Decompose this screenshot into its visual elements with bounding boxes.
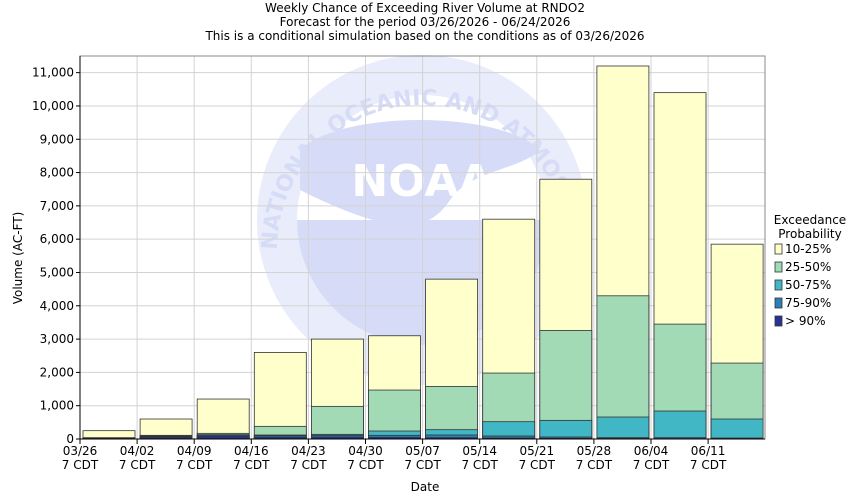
x-tick-label: 04/16	[234, 444, 269, 458]
bar-50-75-	[539, 419, 593, 440]
x-axis-label: Date	[411, 480, 440, 494]
y-tick-label: 3,000	[40, 332, 74, 346]
x-tick-sublabel: 7 CDT	[404, 458, 441, 472]
x-tick-sublabel: 7 CDT	[62, 458, 99, 472]
x-tick-label: 06/11	[691, 444, 726, 458]
y-tick-label: 10,000	[32, 99, 74, 113]
y-tick-label: 0	[66, 432, 74, 446]
legend-title-line-1: Exceedance	[774, 213, 846, 227]
x-tick-sublabel: 7 CDT	[633, 458, 670, 472]
y-tick-label: 8,000	[40, 166, 74, 180]
legend-label: > 90%	[785, 314, 826, 328]
legend-title-line-2: Probability	[778, 227, 841, 241]
bar-50-75-	[653, 410, 707, 440]
x-tick-label: 03/26	[63, 444, 98, 458]
y-axis-label: Volume (AC-FT)	[11, 212, 25, 305]
y-tick-label: 1,000	[40, 399, 74, 413]
y-tick-label: 2,000	[40, 365, 74, 379]
legend-swatch	[774, 297, 783, 309]
y-tick-label: 11,000	[32, 66, 74, 80]
x-tick-label: 05/21	[520, 444, 555, 458]
x-tick-sublabel: 7 CDT	[347, 458, 384, 472]
bar-25-50-	[596, 295, 650, 440]
legend-label: 25-50%	[785, 260, 831, 274]
x-tick-sublabel: 7 CDT	[690, 458, 727, 472]
legend-label: 75-90%	[785, 296, 831, 310]
y-tick-label: 9,000	[40, 132, 74, 146]
chart-title-line-2: Forecast for the period 03/26/2026 - 06/…	[280, 15, 571, 29]
chart-title: Weekly Chance of Exceeding River Volume …	[204, 1, 644, 43]
legend-swatch	[774, 315, 783, 327]
legend-swatch	[774, 243, 783, 255]
chart-title-line-1: Weekly Chance of Exceeding River Volume …	[265, 1, 585, 15]
x-tick-sublabel: 7 CDT	[176, 458, 213, 472]
x-tick-sublabel: 7 CDT	[576, 458, 613, 472]
x-tick-label: 04/02	[120, 444, 155, 458]
y-tick-label: 4,000	[40, 299, 74, 313]
bar-25-50-	[310, 405, 364, 440]
x-tick-sublabel: 7 CDT	[233, 458, 270, 472]
y-axis-ticks: 0 1,000 2,000 3,000 4,000 5,000 6,000 7,000 8,00…	[32, 66, 80, 446]
watermark-logo-text: NOAA	[351, 156, 492, 207]
legend-swatch	[774, 261, 783, 273]
legend-label: 50-75%	[785, 278, 831, 292]
y-tick-label: 5,000	[40, 265, 74, 279]
x-tick-sublabel: 7 CDT	[519, 458, 556, 472]
x-tick-label: 04/30	[348, 444, 383, 458]
x-tick-label: 04/23	[291, 444, 326, 458]
legend-label: 10-25%	[785, 242, 831, 256]
x-tick-sublabel: 7 CDT	[290, 458, 327, 472]
x-tick-label: 04/09	[177, 444, 212, 458]
x-tick-sublabel: 7 CDT	[119, 458, 156, 472]
x-tick-label: 05/28	[577, 444, 612, 458]
legend: Exceedance Probability 10-25% 25-50% 50-75…	[774, 213, 846, 328]
legend-swatch	[774, 279, 783, 291]
x-tick-label: 05/14	[462, 444, 497, 458]
x-tick-label: 05/07	[405, 444, 440, 458]
bar-50-75-	[596, 416, 650, 440]
x-tick-label: 06/04	[634, 444, 669, 458]
bar-50-75-	[710, 418, 764, 440]
chart-title-line-3: This is a conditional simulation based o…	[204, 29, 644, 43]
y-tick-label: 6,000	[40, 232, 74, 246]
legend-entries: 10-25% 25-50% 50-75% 75-90% > 90%	[774, 242, 831, 328]
bar-10-25-	[253, 352, 307, 440]
y-tick-label: 7,000	[40, 199, 74, 213]
bar-10-25-	[196, 398, 250, 440]
x-tick-sublabel: 7 CDT	[461, 458, 498, 472]
